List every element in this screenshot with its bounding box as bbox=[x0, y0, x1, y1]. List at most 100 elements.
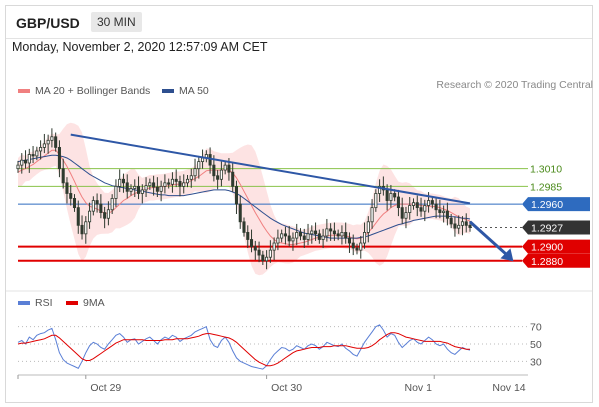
candle-body bbox=[35, 150, 39, 157]
candle-body bbox=[363, 232, 367, 244]
candle-body bbox=[265, 256, 269, 262]
candle-body bbox=[80, 224, 84, 235]
candle-body bbox=[99, 203, 103, 213]
rsi-9ma-line bbox=[17, 332, 470, 367]
x-tick-label-Nov 14: Nov 14 bbox=[492, 382, 525, 394]
candle-body bbox=[155, 186, 159, 192]
candle-body bbox=[464, 221, 468, 226]
candle-body bbox=[280, 233, 284, 239]
candle-body bbox=[72, 198, 77, 209]
candle-body bbox=[95, 200, 99, 205]
candle-body bbox=[121, 178, 125, 184]
legend-ma20: MA 20 + Bollinger Bands bbox=[18, 85, 150, 97]
chart-panel: GBP/USD 30 MIN bbox=[5, 5, 593, 403]
candle-body bbox=[54, 136, 58, 148]
legend-ma50: MA 50 bbox=[162, 85, 209, 97]
candle-body bbox=[242, 221, 246, 233]
candle-body bbox=[430, 200, 434, 205]
candle-body bbox=[133, 185, 137, 189]
candle-body bbox=[347, 237, 351, 244]
symbol-title: GBP/USD bbox=[16, 15, 80, 31]
candle-body bbox=[57, 147, 61, 170]
candle-body bbox=[208, 154, 212, 166]
x-tick-label-Oct 30: Oct 30 bbox=[271, 382, 302, 394]
candle-body bbox=[137, 185, 141, 194]
candle-body bbox=[20, 159, 24, 166]
candle-body bbox=[272, 242, 276, 251]
candle-body bbox=[355, 247, 359, 251]
legend-ma20-label: MA 20 + Bollinger Bands bbox=[35, 85, 151, 97]
candle-body bbox=[378, 185, 382, 194]
candle-body bbox=[449, 217, 453, 225]
candle-body bbox=[332, 230, 336, 235]
candle-body bbox=[329, 228, 333, 232]
candle-body bbox=[231, 171, 235, 187]
candle-body bbox=[396, 196, 400, 209]
candle-body bbox=[457, 224, 461, 229]
candle-body bbox=[438, 209, 442, 213]
candle-body bbox=[325, 228, 329, 237]
chart-datetime: Monday, November 2, 2020 12:57:09 AM CET bbox=[12, 40, 268, 54]
level-label-1.3010: 1.3010 bbox=[530, 164, 562, 176]
level-label-1.2960: 1.2960 bbox=[531, 199, 563, 211]
rsi-tick-30: 30 bbox=[530, 356, 542, 368]
candle-body bbox=[50, 136, 54, 141]
candle-body bbox=[16, 164, 20, 170]
candle-body bbox=[31, 154, 35, 157]
candle-body bbox=[385, 189, 389, 201]
candle-body bbox=[415, 202, 419, 209]
candle-body bbox=[287, 235, 291, 242]
candle-body bbox=[69, 193, 73, 199]
candle-body bbox=[238, 203, 242, 223]
candle-body bbox=[189, 175, 193, 180]
candle-body bbox=[65, 182, 69, 194]
candle-body bbox=[27, 154, 31, 164]
candle-body bbox=[84, 221, 88, 235]
candle-body bbox=[125, 182, 129, 192]
candle-body bbox=[182, 182, 186, 187]
candle-body bbox=[359, 242, 363, 251]
legend-9ma-label: 9MA bbox=[83, 297, 105, 309]
chart-header: GBP/USD 30 MIN bbox=[6, 6, 592, 39]
candle-body bbox=[340, 232, 344, 237]
level-label-1.2900: 1.2900 bbox=[531, 242, 563, 254]
ma9-swatch bbox=[66, 301, 78, 305]
candle-body bbox=[114, 185, 118, 199]
candle-body bbox=[408, 205, 412, 213]
rsi-swatch bbox=[18, 301, 30, 305]
candle-body bbox=[268, 249, 272, 258]
candle-body bbox=[42, 143, 46, 148]
candle-body bbox=[129, 188, 133, 192]
level-label-1.2880: 1.2880 bbox=[531, 256, 563, 268]
candle-body bbox=[246, 232, 250, 240]
candle-body bbox=[110, 198, 114, 211]
timeframe-badge[interactable]: 30 MIN bbox=[91, 12, 142, 32]
candle-body bbox=[460, 221, 464, 226]
candle-body bbox=[250, 239, 254, 247]
candle-body bbox=[118, 178, 122, 187]
candle-body bbox=[314, 230, 318, 235]
candle-body bbox=[185, 178, 190, 184]
candle-body bbox=[298, 232, 303, 237]
candle-body bbox=[389, 193, 393, 201]
candle-body bbox=[140, 189, 144, 194]
candle-body bbox=[174, 178, 178, 182]
level-tag-1.2900 bbox=[522, 239, 590, 254]
candle-body bbox=[163, 182, 167, 187]
candle-body bbox=[427, 200, 431, 206]
candle-body bbox=[103, 212, 107, 219]
candle-body bbox=[201, 157, 205, 162]
legend-ma50-label: MA 50 bbox=[179, 85, 209, 97]
candle-body bbox=[321, 235, 325, 240]
candle-body bbox=[212, 164, 216, 177]
candle-body bbox=[344, 232, 348, 239]
candle-body bbox=[317, 233, 321, 240]
candle-body bbox=[197, 161, 201, 170]
level-label-1.2985: 1.2985 bbox=[530, 181, 562, 193]
candle-body bbox=[234, 185, 238, 205]
candle-body bbox=[423, 205, 427, 212]
candle-body bbox=[442, 210, 446, 213]
candle-body bbox=[159, 185, 163, 192]
ma50-line bbox=[17, 154, 471, 239]
